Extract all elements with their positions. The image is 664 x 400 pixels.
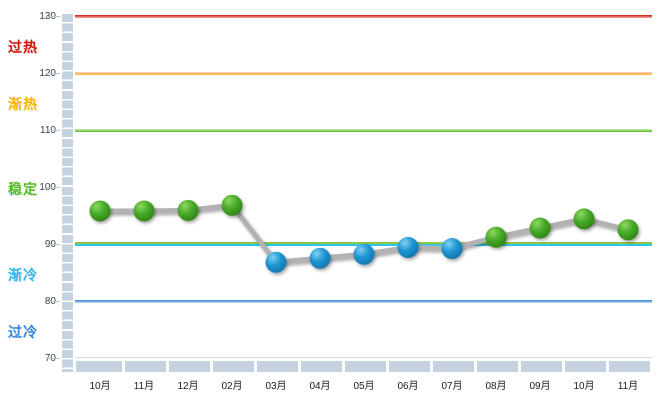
y-tick-mark — [46, 187, 60, 188]
zone-boundary-line-overheated — [75, 15, 652, 18]
x-axis-label-1: 11月 — [133, 381, 155, 392]
data-point-marker-8[interactable] — [441, 238, 463, 260]
data-point-marker-3[interactable] — [221, 194, 243, 216]
x-axis-label-10: 09月 — [529, 381, 551, 392]
y-tick-mark — [46, 16, 60, 17]
data-point-marker-9[interactable] — [485, 226, 507, 248]
zone-boundary-line-overcooled — [75, 300, 652, 303]
data-point-marker-0[interactable] — [89, 200, 111, 222]
data-point-marker-11[interactable] — [573, 208, 595, 230]
x-axis-band — [75, 361, 652, 372]
zone-label-cooling: 渐冷 — [8, 266, 38, 283]
y-tick-mark — [46, 73, 60, 74]
x-axis-label-0: 10月 — [89, 381, 111, 392]
zone-boundary-line-stable — [75, 129, 652, 132]
x-axis-label-2: 12月 — [177, 381, 199, 392]
x-axis-label-6: 05月 — [353, 381, 375, 392]
zone-label-overcooled: 过冷 — [8, 323, 38, 340]
y-tick-mark — [46, 301, 60, 302]
zone-label-stable: 稳定 — [8, 181, 38, 197]
y-axis-band — [62, 14, 73, 372]
data-point-marker-1[interactable] — [133, 200, 155, 222]
zone-label-warming: 渐热 — [8, 95, 38, 112]
x-axis-label-5: 04月 — [309, 381, 331, 392]
x-axis-label-11: 10月 — [573, 381, 595, 392]
x-axis-baseline — [75, 357, 652, 358]
y-tick-mark — [46, 130, 60, 131]
data-point-marker-10[interactable] — [529, 217, 551, 239]
data-point-marker-7[interactable] — [397, 236, 419, 258]
data-point-marker-2[interactable] — [177, 199, 199, 221]
x-axis-label-8: 07月 — [441, 381, 463, 392]
data-point-marker-5[interactable] — [309, 247, 331, 269]
x-axis-label-12: 11月 — [617, 381, 639, 392]
data-point-marker-6[interactable] — [353, 243, 375, 265]
x-axis-label-7: 06月 — [397, 381, 419, 392]
y-tick-mark — [46, 244, 60, 245]
x-axis-label-3: 02月 — [221, 381, 243, 392]
zone-label-overheated: 过热 — [8, 38, 38, 55]
y-tick-mark — [46, 358, 60, 359]
data-point-marker-4[interactable] — [265, 251, 287, 273]
data-point-marker-12[interactable] — [617, 219, 639, 241]
x-axis-label-4: 03月 — [265, 381, 287, 392]
x-axis-label-9: 08月 — [485, 381, 507, 392]
zone-boundary-line-warming — [75, 72, 652, 75]
